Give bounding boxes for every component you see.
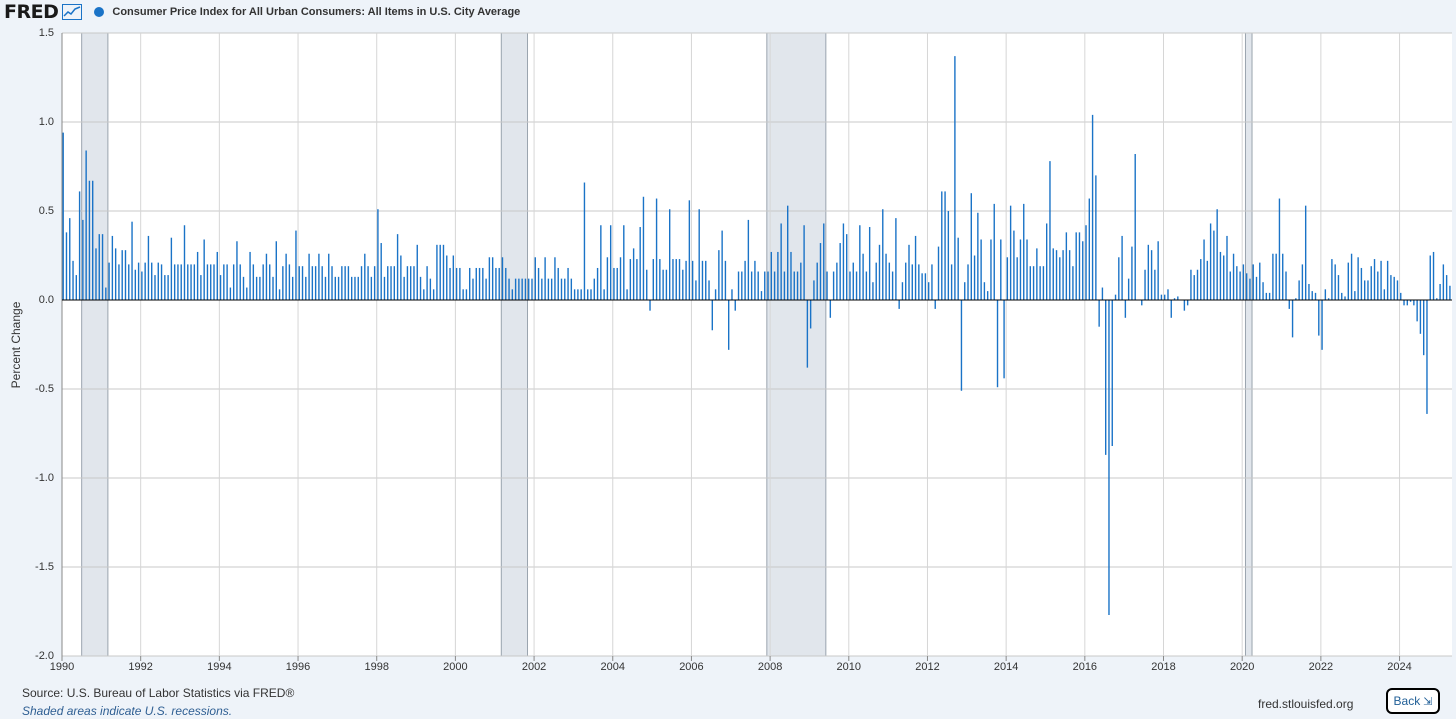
y-tick-label: -1.0 [35,472,54,484]
x-tick-label: 2020 [1230,661,1254,673]
legend-marker [94,7,105,17]
y-axis-ticks: 1.5 1.0 0.5 0.0 -0.5 -1.0 -1.5 -2.0 [35,27,54,662]
recession-band [501,33,528,656]
grid-lines [61,32,1452,657]
fred-url[interactable]: fred.stlouisfed.org [1258,697,1354,711]
y-tick-label: -0.5 [35,383,54,395]
x-tick-label: 2024 [1387,661,1411,673]
fred-logo[interactable]: FRED [4,1,59,23]
y-tick-label: 1.5 [39,27,54,39]
back-button-label: Back [1393,694,1421,708]
x-tick-label: 2018 [1151,661,1175,673]
line-chart-icon [62,4,83,20]
y-axis-label: Percent Change [9,301,23,388]
back-button[interactable]: Back ⇲ [1386,688,1440,714]
y-tick-label: 1.0 [39,116,54,128]
recession-note: Shaded areas indicate U.S. recessions. [22,704,233,718]
y-tick-label: 0.5 [39,205,54,217]
x-tick-label: 2008 [758,661,782,673]
x-tick-label: 2004 [601,661,625,673]
recession-band [1245,33,1253,656]
recession-shading [81,33,1253,656]
x-tick-label: 2006 [679,661,703,673]
y-tick-label: -2.0 [35,650,54,662]
x-tick-label: 2010 [837,661,861,673]
y-tick-label: -1.5 [35,561,54,573]
shrink-arrows-icon: ⇲ [1423,695,1433,708]
x-tick-label: 1990 [50,661,74,673]
recession-band [81,33,108,656]
recession-band [766,33,826,656]
x-tick-label: 2014 [994,661,1018,673]
x-tick-label: 2000 [443,661,467,673]
y-tick-label: 0.0 [39,294,54,306]
series-title: Consumer Price Index for All Urban Consu… [112,6,521,18]
x-tick-label: 1998 [364,661,388,673]
x-tick-label: 1994 [207,661,231,673]
x-tick-label: 2002 [522,661,546,673]
x-axis-ticks: 1990 1992 1994 1996 1998 2000 2002 2004 2006 2008… [50,656,1412,673]
data-bars [62,56,1451,616]
x-tick-label: 2016 [1073,661,1097,673]
source-credit: Source: U.S. Bureau of Labor Statistics … [22,686,295,700]
x-tick-label: 1992 [128,661,152,673]
x-tick-label: 1996 [286,661,310,673]
plot-area [62,33,1452,656]
chart-header: FRED Consumer Price Index for All Urban … [0,0,1456,24]
x-tick-label: 2012 [915,661,939,673]
x-tick-label: 2022 [1309,661,1333,673]
